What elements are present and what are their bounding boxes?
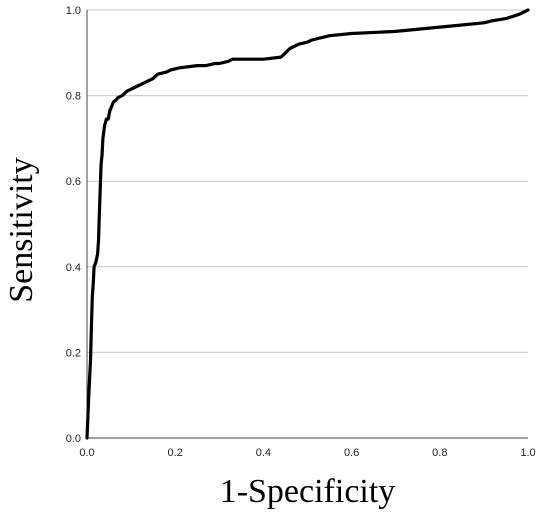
x-tick-labels: 0.0 0.2 0.4 0.6 0.8 1.0 [79,447,535,459]
y-tick-label: 0.6 [66,176,81,188]
x-tick-label: 0.0 [79,447,94,459]
y-tick-label: 0.8 [66,91,81,103]
y-tick-label: 0.0 [66,433,81,445]
y-tick-labels: 0.0 0.2 0.4 0.6 0.8 1.0 [66,5,81,445]
x-tick-label: 1.0 [520,447,535,459]
x-tick-label: 0.6 [344,447,359,459]
x-axis-label: 1-Specificity [220,473,396,510]
roc-curve [85,8,530,440]
y-tick-label: 0.4 [66,262,81,274]
axes [86,10,528,439]
gridlines [87,9,528,353]
y-tick-label: 0.2 [66,347,81,359]
y-axis-label: Sensitivity [3,157,40,302]
x-tick-label: 0.8 [432,447,447,459]
x-tick-label: 0.2 [168,447,183,459]
y-tick-label: 1.0 [66,5,81,17]
x-tick-label: 0.4 [256,447,271,459]
